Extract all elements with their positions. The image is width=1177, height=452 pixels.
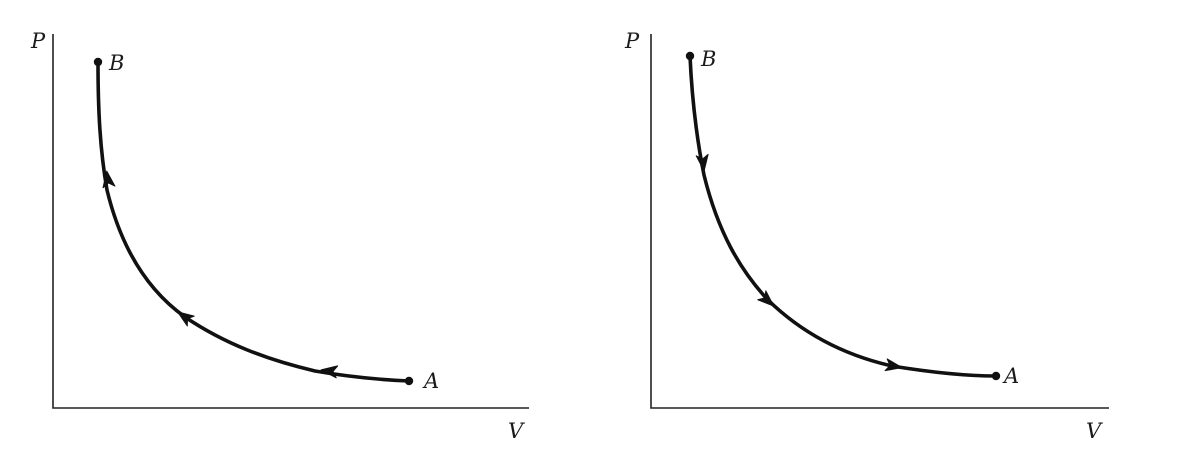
left-direction-arrow-3: [102, 170, 116, 189]
right-y-axis-label: P: [624, 29, 640, 53]
left-y-axis-label: P: [30, 29, 46, 53]
right-direction-arrow-3: [884, 358, 903, 372]
right-x-axis-label: V: [1086, 419, 1103, 443]
left-direction-arrow-2: [177, 311, 195, 327]
right-point-b-label: B: [700, 47, 716, 71]
right-pv-diagram: P V B A: [624, 29, 1109, 443]
right-point-a-marker: [991, 371, 1001, 381]
left-process-curve: [96, 60, 411, 383]
right-point-a-label: A: [1002, 364, 1019, 388]
left-direction-arrow-1: [320, 365, 339, 379]
left-pv-diagram: P V A B: [30, 29, 529, 443]
left-point-b-label: B: [108, 51, 124, 75]
left-point-a-marker: [404, 376, 414, 386]
right-axes: [650, 34, 1109, 409]
left-point-a-label: A: [422, 369, 439, 393]
left-axes: [52, 34, 529, 409]
right-point-b-marker: [685, 51, 695, 61]
right-process-curve: [688, 54, 998, 378]
right-direction-arrow-2: [757, 290, 775, 307]
left-x-axis-label: V: [508, 419, 525, 443]
right-direction-arrow-1: [695, 153, 709, 172]
left-point-b-marker: [93, 57, 103, 67]
